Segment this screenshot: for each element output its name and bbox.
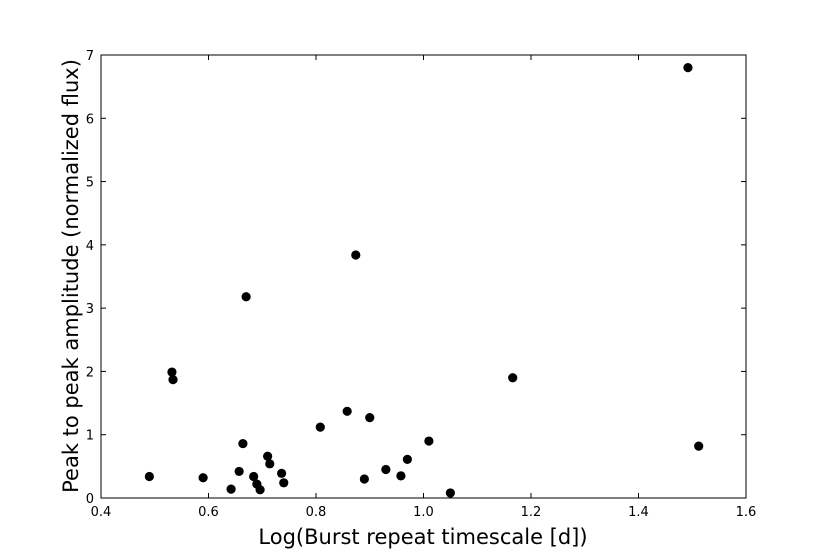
- data-point-25: [508, 373, 518, 383]
- data-point-11: [263, 451, 273, 461]
- x-tick-label-3: 1.0: [413, 505, 434, 520]
- x-tick-label-5: 1.4: [628, 505, 649, 520]
- data-point-18: [359, 474, 369, 484]
- y-tick-label-6: 6: [86, 112, 94, 127]
- axis-ticks: 0.4 0.6 0.8 1.0 1.2 1.4 1.6 0 1 2 3 4 5 6 7: [86, 49, 757, 520]
- y-tick-label-5: 5: [86, 176, 94, 191]
- data-point-17: [351, 250, 361, 260]
- data-point-22: [402, 454, 412, 464]
- data-point-1: [167, 367, 177, 377]
- x-tick-label-2: 0.8: [306, 505, 327, 520]
- x-tick-label-6: 1.6: [736, 505, 757, 520]
- data-point-26: [683, 63, 693, 73]
- y-tick-label-4: 4: [86, 239, 94, 254]
- data-point-5: [234, 466, 244, 477]
- x-axis-label: Log(Burst repeat timescale [d]): [258, 525, 587, 549]
- data-point-21: [396, 471, 406, 481]
- data-point-0: [144, 471, 154, 482]
- data-point-13: [277, 468, 287, 478]
- data-point-3: [198, 473, 208, 483]
- data-point-24: [445, 488, 455, 498]
- plot-frame: [100, 54, 747, 499]
- data-points: [144, 63, 704, 498]
- y-tick-label-0: 0: [86, 492, 94, 507]
- data-point-4: [226, 484, 236, 494]
- y-axis-label: Peak to peak amplitude (normalized flux): [59, 59, 83, 493]
- x-tick-label-4: 1.2: [521, 505, 542, 520]
- data-point-10: [255, 485, 265, 495]
- data-point-20: [381, 464, 391, 475]
- data-point-15: [315, 422, 325, 432]
- data-point-16: [342, 406, 352, 416]
- data-point-6: [238, 438, 248, 449]
- data-point-23: [424, 436, 434, 446]
- y-tick-label-7: 7: [86, 49, 94, 64]
- data-point-19: [365, 413, 375, 423]
- y-tick-label-1: 1: [86, 429, 94, 444]
- data-point-7: [241, 292, 251, 302]
- y-tick-label-2: 2: [86, 365, 94, 380]
- x-tick-label-0: 0.4: [91, 505, 112, 520]
- data-point-2: [168, 375, 178, 385]
- data-point-8: [249, 471, 259, 482]
- data-point-12: [265, 459, 275, 469]
- data-point-27: [694, 441, 704, 451]
- x-tick-label-1: 0.6: [198, 505, 219, 520]
- y-tick-label-3: 3: [86, 302, 94, 317]
- data-point-14: [279, 478, 289, 488]
